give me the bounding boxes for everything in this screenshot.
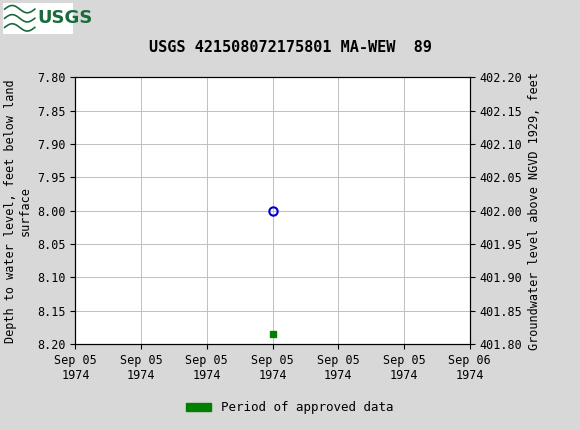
Y-axis label: Groundwater level above NGVD 1929, feet: Groundwater level above NGVD 1929, feet [528,72,541,350]
Text: USGS: USGS [38,9,93,27]
Text: USGS 421508072175801 MA-WEW  89: USGS 421508072175801 MA-WEW 89 [148,40,432,55]
Legend: Period of approved data: Period of approved data [181,396,399,419]
FancyBboxPatch shape [3,3,72,34]
Y-axis label: Depth to water level, feet below land
surface: Depth to water level, feet below land su… [3,79,32,343]
